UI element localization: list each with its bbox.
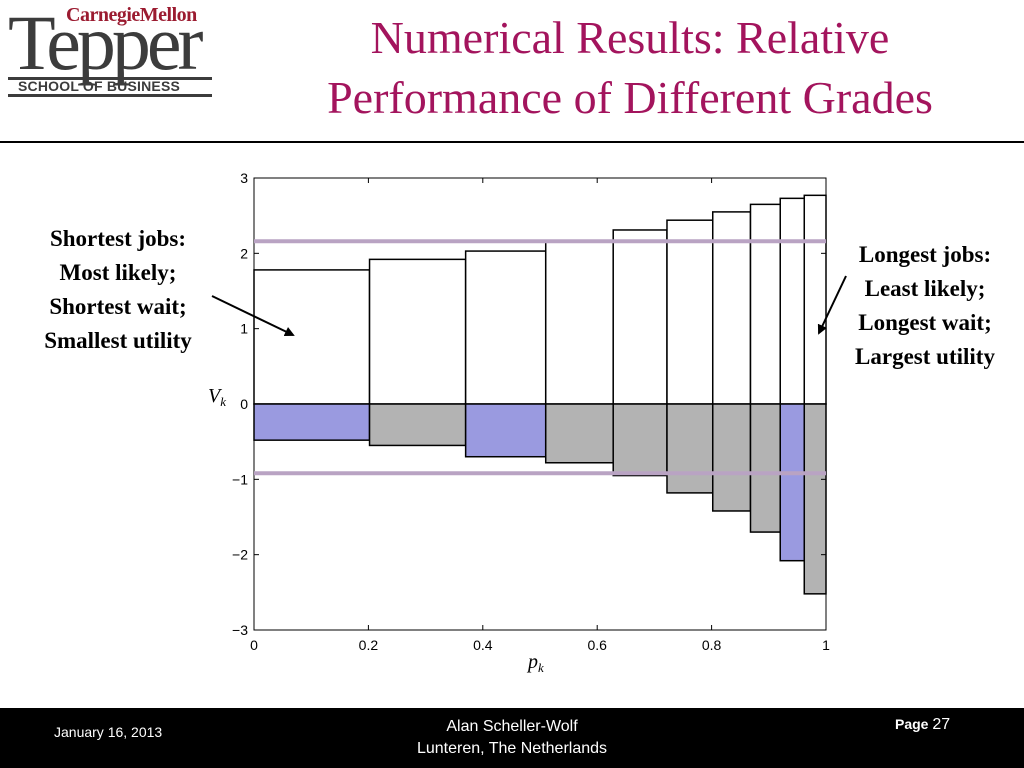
y-tick-label: 0 xyxy=(240,396,248,412)
annotation-line: Least likely; xyxy=(864,276,986,301)
footer-author: Alan Scheller-Wolf Lunteren, The Netherl… xyxy=(380,716,644,760)
y-axis-label: Vk xyxy=(208,385,226,409)
y-tick-label: 1 xyxy=(240,321,248,337)
x-tick-label: 0.8 xyxy=(702,637,722,653)
footer-location: Lunteren, The Netherlands xyxy=(416,740,608,757)
negative-bar xyxy=(368,403,467,447)
x-tick-label: 0.2 xyxy=(359,637,379,653)
logo-cmu-text: CarnegieMellon xyxy=(66,4,197,26)
annotation-arrow-right xyxy=(817,275,847,335)
y-tick-label: 2 xyxy=(240,245,248,261)
negative-bar xyxy=(612,403,668,477)
annotation-line: Longest wait; xyxy=(858,310,992,335)
positive-bar xyxy=(711,211,752,405)
positive-bar xyxy=(749,203,781,405)
x-axis-label: pk xyxy=(526,651,544,675)
positive-bar xyxy=(464,250,547,405)
grade-performance-chart: 0 0.2 0.4 0.6 0.8 1 3 2 1 0 −1 −2 −3 Vk pk xyxy=(208,170,847,675)
positive-bar xyxy=(612,229,668,405)
tepper-logo: Tepper CarnegieMellon SCHOOL OF BUSINESS xyxy=(4,2,220,98)
negative-bar xyxy=(711,403,752,512)
x-tick-label: 0.6 xyxy=(587,637,607,653)
annotation-longest-jobs: Longest jobs: Least likely; Longest wait… xyxy=(830,238,1020,374)
annotation-line: Most likely; xyxy=(59,260,177,285)
slide-title: Numerical Results: Relative Performance … xyxy=(240,8,1020,128)
positive-bar xyxy=(253,269,371,405)
y-tick-label: −1 xyxy=(232,471,248,487)
annotation-line: Smallest utility xyxy=(44,328,192,353)
x-tick-label: 0 xyxy=(250,637,258,653)
footer-author-name: Alan Scheller-Wolf xyxy=(446,718,578,735)
y-tick-label: 3 xyxy=(240,170,248,186)
slide-title-line2: Performance of Different Grades xyxy=(327,72,933,123)
y-tick-label: −3 xyxy=(232,622,248,638)
negative-bar xyxy=(666,403,714,494)
slide-title-line1: Numerical Results: Relative xyxy=(370,12,890,63)
annotation-line: Shortest wait; xyxy=(49,294,187,319)
footer-page: Page 27 xyxy=(895,716,950,734)
page-label: Page xyxy=(895,716,929,732)
slide-footer: January 16, 2013 Alan Scheller-Wolf Lunt… xyxy=(0,708,1024,768)
logo-school-bar xyxy=(8,77,212,97)
annotation-line: Shortest jobs: xyxy=(49,226,187,251)
logo-school-text: SCHOOL OF BUSINESS xyxy=(18,78,181,94)
negative-bar xyxy=(803,403,827,595)
positive-bar xyxy=(779,197,806,405)
y-tick-label: −2 xyxy=(232,547,248,563)
x-tick-label: 1 xyxy=(822,637,830,653)
annotation-shortest-jobs: Shortest jobs: Most likely; Shortest wai… xyxy=(18,222,218,358)
logo-main-text: Tepper xyxy=(8,0,203,86)
highlighted-negative-bar xyxy=(253,403,371,441)
annotation-arrow-left xyxy=(211,295,295,337)
x-tick-label: 0.4 xyxy=(473,637,493,653)
footer-date: January 16, 2013 xyxy=(54,724,163,740)
positive-bar xyxy=(666,219,714,405)
negative-bar xyxy=(544,403,614,464)
annotation-line: Largest utility xyxy=(855,344,995,369)
annotation-line: Longest jobs: xyxy=(858,242,992,267)
title-divider xyxy=(0,141,1024,143)
highlighted-negative-bar xyxy=(779,403,806,562)
positive-bar xyxy=(803,194,827,405)
page-number: 27 xyxy=(932,716,951,733)
positive-bar xyxy=(544,240,614,405)
negative-bar xyxy=(749,403,781,533)
highlighted-negative-bar xyxy=(464,403,547,458)
positive-bar xyxy=(368,258,467,405)
